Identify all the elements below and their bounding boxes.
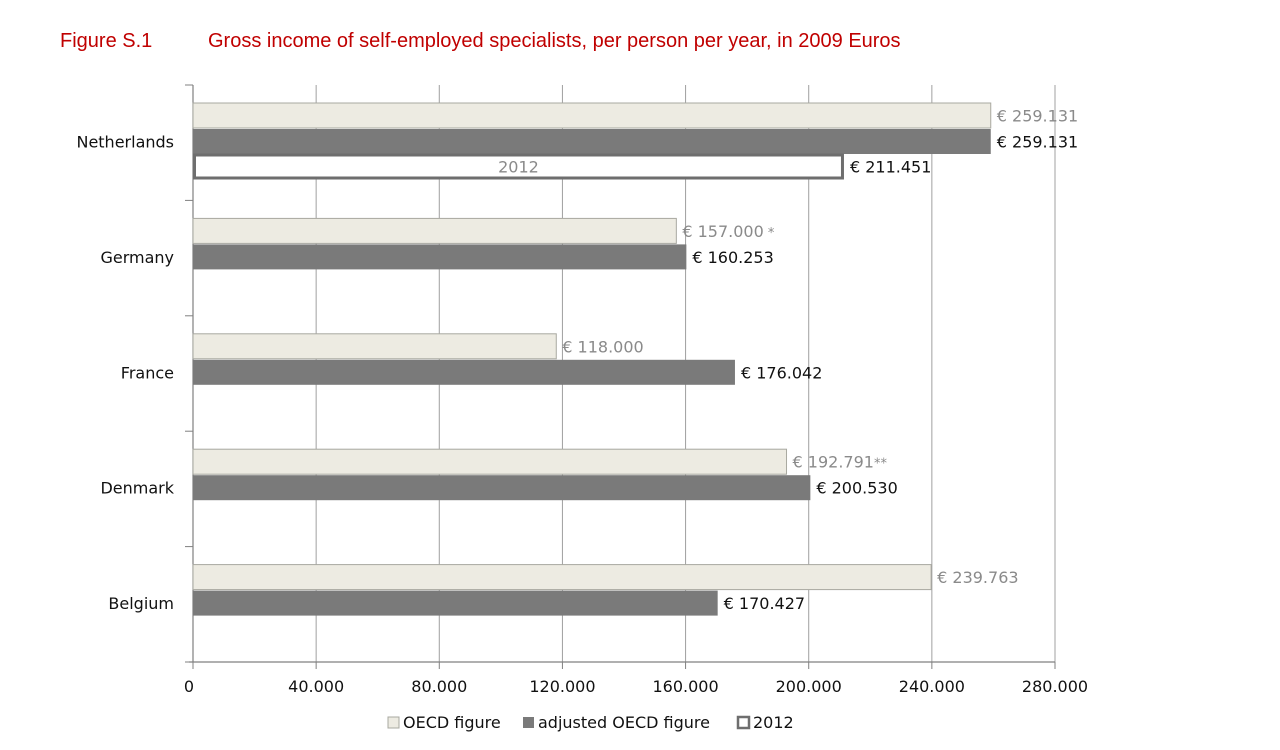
data-label-adjusted: € 170.427 [724, 594, 805, 613]
bar-adjusted-oecd-figure [193, 244, 687, 270]
x-tick-label: 120.000 [529, 677, 595, 696]
data-label-adjusted: € 176.042 [741, 363, 822, 382]
bar-adjusted-oecd-figure [193, 359, 735, 385]
x-tick-label: 160.000 [652, 677, 718, 696]
data-label-adjusted: € 160.253 [692, 248, 773, 267]
legend-swatch [387, 716, 400, 729]
bar-oecd-figure [192, 448, 788, 475]
category-label: Germany [100, 248, 174, 267]
data-label-2012: € 211.451 [850, 158, 931, 177]
bar-2012 [193, 153, 844, 180]
figure-title: Figure S.1 Gross income of self-employed … [60, 30, 901, 53]
category-label: Denmark [100, 479, 174, 498]
x-tick-label: 40.000 [288, 677, 344, 696]
legend-swatch [736, 715, 751, 730]
category-label: France [121, 363, 174, 382]
category-label: Netherlands [76, 133, 174, 152]
data-label-adjusted: € 259.131 [997, 133, 1078, 152]
bar-oecd-figure [192, 333, 557, 360]
data-label-oecd: € 192.791** [793, 453, 888, 472]
legend-label: OECD figure [403, 713, 501, 732]
data-label-oecd: € 239.763 [937, 568, 1018, 587]
x-tick-label: 0 [184, 677, 194, 696]
bar-oecd-figure [192, 564, 932, 591]
bar-adjusted-oecd-figure [193, 129, 991, 154]
legend-label: adjusted OECD figure [538, 713, 710, 732]
x-tick-label: 80.000 [411, 677, 467, 696]
category-label: Belgium [108, 594, 174, 613]
x-tick-label: 280.000 [1022, 677, 1088, 696]
bar-oecd-figure [192, 102, 992, 129]
data-label-oecd: € 259.131 [997, 107, 1078, 126]
legend-swatch [523, 717, 534, 728]
bar-oecd-figure [192, 217, 677, 244]
bar-adjusted-oecd-figure [193, 475, 811, 501]
bar-adjusted-oecd-figure [193, 590, 718, 616]
data-label-oecd: € 157.000 * [682, 222, 775, 241]
figure-number: Figure S.1 [60, 30, 153, 52]
bar-2012-inner-label: 2012 [498, 158, 539, 177]
x-tick-label: 240.000 [899, 677, 965, 696]
data-label-oecd: € 118.000 [562, 337, 643, 356]
x-tick-label: 200.000 [776, 677, 842, 696]
data-label-adjusted: € 200.530 [816, 479, 897, 498]
legend-label: 2012 [753, 713, 794, 732]
figure-title-text: Gross income of self-employed specialist… [208, 30, 901, 52]
